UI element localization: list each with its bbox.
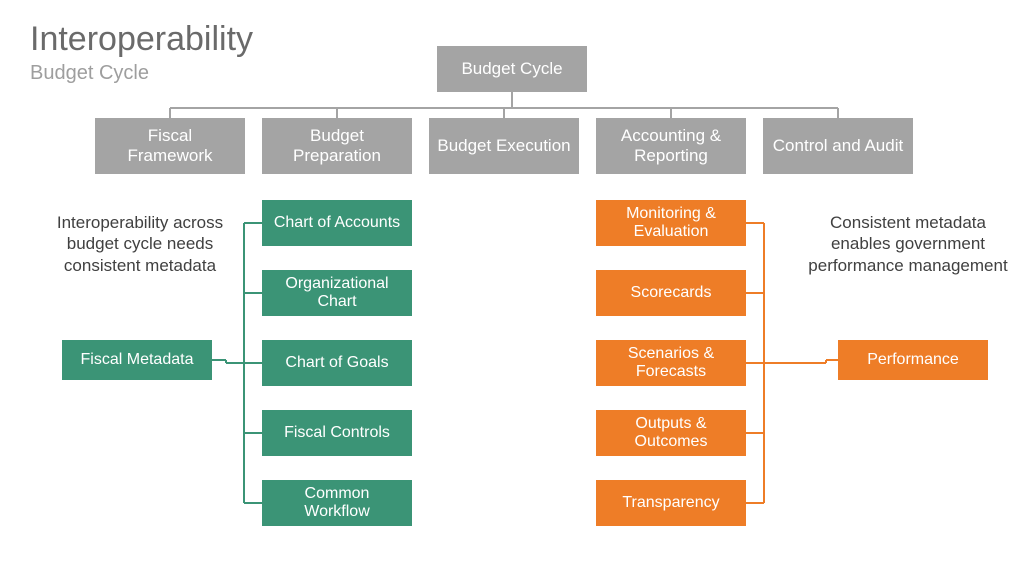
node-transparency: Transparency [596,480,746,526]
annotation-right: Consistent metadata enables government p… [808,212,1008,276]
node-scenarios: Scenarios & Forecasts [596,340,746,386]
node-budget-execution: Budget Execution [429,118,579,174]
node-performance: Performance [838,340,988,380]
node-monitoring-eval: Monitoring & Evaluation [596,200,746,246]
node-accounting-reporting: Accounting & Reporting [596,118,746,174]
node-budget-preparation: Budget Preparation [262,118,412,174]
node-scorecards: Scorecards [596,270,746,316]
node-chart-accounts: Chart of Accounts [262,200,412,246]
diagram-stage: Interoperability Budget Cycle Interopera… [0,0,1024,576]
node-root: Budget Cycle [437,46,587,92]
node-fiscal-metadata: Fiscal Metadata [62,340,212,380]
node-control-audit: Control and Audit [763,118,913,174]
node-common-workflow: Common Workflow [262,480,412,526]
node-chart-goals: Chart of Goals [262,340,412,386]
node-fiscal-framework: Fiscal Framework [95,118,245,174]
annotation-left: Interoperability across budget cycle nee… [40,212,240,276]
node-outputs-outcomes: Outputs & Outcomes [596,410,746,456]
node-fiscal-controls: Fiscal Controls [262,410,412,456]
node-org-chart: Organizational Chart [262,270,412,316]
page-subtitle: Budget Cycle [30,62,149,85]
page-title: Interoperability [30,20,253,59]
